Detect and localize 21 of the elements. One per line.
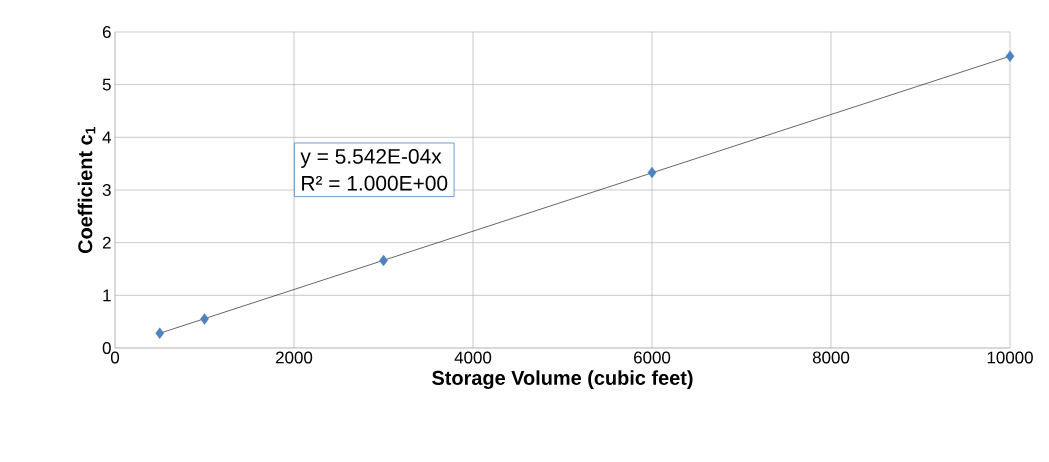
point: [155, 327, 165, 339]
annotation: y = 5.542E-04x: [300, 148, 442, 168]
x-tick-label: 0: [110, 351, 120, 364]
y-tick-label: 3: [102, 183, 111, 196]
point: [200, 313, 209, 325]
x-tick-label: 10000: [987, 351, 1033, 364]
y-tick-label: 6: [102, 25, 111, 38]
x-tick-label: 6000: [634, 351, 671, 364]
y-tick-label: 2: [102, 236, 111, 249]
y-tick-label: 5: [102, 78, 111, 91]
x-tick-label: 8000: [812, 351, 850, 364]
x-tick-label: 4000: [454, 351, 492, 364]
x-tick-label: 2000: [276, 351, 313, 364]
y-axis-title: Coefficient c$_{1}$: [77, 126, 96, 254]
point: [1005, 50, 1015, 62]
y-tick-label: 4: [102, 131, 111, 144]
annotation: R² = 1.000E+00: [302, 175, 448, 191]
y-tick-label: 1: [103, 289, 111, 302]
point: [647, 166, 657, 179]
y-tick-label: 0: [102, 341, 111, 354]
x-axis-title: Storage Volume (cubic feet): [432, 370, 693, 389]
